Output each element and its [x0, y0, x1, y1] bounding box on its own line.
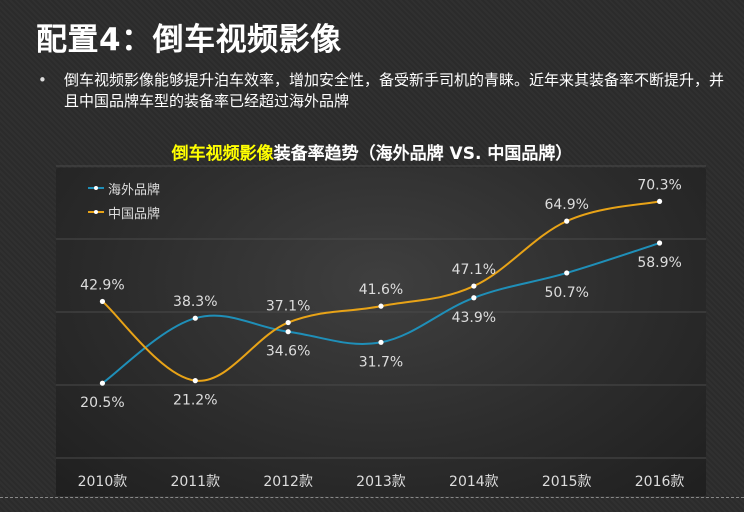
data-point [192, 315, 198, 321]
data-point [564, 218, 570, 224]
data-label: 41.6% [359, 282, 403, 298]
data-label: 31.7% [359, 354, 403, 370]
data-label: 37.1% [266, 299, 310, 315]
data-point [656, 198, 663, 205]
x-tick-label: 2016款 [635, 474, 685, 490]
data-label: 64.9% [544, 197, 588, 213]
data-point [378, 303, 384, 309]
x-tick-label: 2013款 [356, 474, 406, 490]
chart-legend: 海外品牌 中国品牌 [88, 176, 160, 224]
intro-paragraph: • 倒车视频影像能够提升泊车效率，增加安全性，备受新手司机的青睐。近年来其装备率… [38, 70, 728, 112]
legend-item-overseas: 海外品牌 [88, 176, 160, 200]
x-tick-label: 2014款 [449, 474, 499, 490]
x-tick-label: 2015款 [542, 474, 592, 490]
data-label: 43.9% [452, 310, 496, 326]
intro-text: 倒车视频影像能够提升泊车效率，增加安全性，备受新手司机的青睐。近年来其装备率不断… [64, 71, 725, 110]
data-point [285, 329, 291, 335]
legend-swatch-overseas [88, 186, 104, 190]
legend-label-overseas: 海外品牌 [108, 182, 161, 198]
data-point [564, 270, 570, 276]
data-label: 34.6% [266, 344, 310, 360]
legend-swatch-chinese [88, 210, 104, 214]
data-point [285, 319, 291, 326]
data-label: 50.7% [544, 285, 588, 301]
bottom-divider [0, 497, 744, 498]
x-tick-label: 2012款 [263, 474, 313, 490]
data-point [471, 283, 477, 289]
data-label: 21.2% [173, 393, 217, 409]
x-tick-label: 2010款 [78, 474, 128, 490]
page-title: 配置4：倒车视频影像 [36, 22, 342, 58]
data-label: 47.1% [452, 262, 496, 278]
data-point [99, 380, 106, 386]
chart-title: 倒车视频影像装备率趋势（海外品牌 VS. 中国品牌） [0, 139, 744, 164]
chart-title-highlight: 倒车视频影像 [171, 144, 274, 164]
data-label: 58.9% [637, 255, 681, 271]
data-label: 38.3% [173, 294, 217, 310]
x-tick-label: 2011款 [170, 474, 220, 490]
bullet-dot: • [38, 71, 47, 89]
data-point [656, 240, 663, 246]
legend-item-chinese: 中国品牌 [88, 200, 160, 224]
chart-panel [56, 168, 706, 496]
data-point [378, 339, 384, 345]
data-label: 42.9% [80, 277, 124, 293]
data-label: 20.5% [80, 395, 124, 411]
chart-title-rest: 装备率趋势（海外品牌 VS. 中国品牌） [273, 144, 573, 164]
data-point [192, 378, 198, 384]
data-label: 70.3% [637, 177, 681, 193]
data-point [471, 295, 477, 301]
data-point [99, 298, 106, 305]
legend-label-chinese: 中国品牌 [108, 206, 161, 222]
